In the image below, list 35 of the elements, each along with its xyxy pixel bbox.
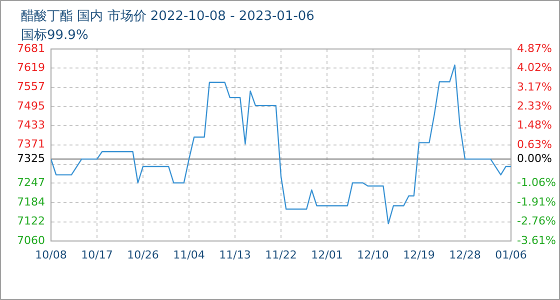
chart-title: 醋酸丁酯 国内 市场价 2022-10-08 - 2023-01-06 (21, 8, 314, 25)
y-tick-label: 7619 (17, 61, 45, 74)
x-tick-label: 10/08 (35, 248, 67, 262)
y-tick-label: 7433 (17, 118, 45, 132)
y-tick-label: 7122 (17, 214, 45, 228)
y2-tick-label: 3.17% (517, 80, 552, 94)
y-tick-label: 7495 (17, 99, 45, 112)
y2-tick-label: -1.91% (517, 195, 556, 208)
y2-tick-label: 4.87% (517, 42, 552, 55)
x-tick-label: 11/13 (219, 248, 251, 262)
x-tick-label: 12/10 (357, 248, 389, 262)
y-tick-label: 7184 (17, 196, 45, 209)
x-tick-label: 11/22 (265, 248, 297, 262)
y2-tick-label: -2.76% (517, 214, 556, 228)
y2-tick-label: 0.00% (517, 152, 552, 166)
y2-tick-label: 4.02% (517, 61, 552, 74)
y2-tick-label: -1.06% (517, 176, 556, 190)
y2-tick-label: -3.61% (517, 234, 556, 247)
y-tick-label: 7325 (17, 152, 45, 165)
x-tick-label: 10/26 (127, 248, 159, 262)
x-tick-label: 12/28 (449, 248, 481, 262)
y2-tick-label: 2.33% (517, 99, 552, 112)
x-tick-label: 11/04 (173, 248, 205, 262)
y2-tick-label: 1.48% (517, 118, 552, 132)
y-tick-label: 7247 (17, 176, 45, 190)
chart-subtitle: 国标99.9% (21, 27, 88, 44)
y-tick-label: 7557 (17, 80, 45, 94)
y-tick-label: 7060 (17, 234, 45, 247)
x-tick-label: 01/06 (495, 248, 527, 262)
x-tick-label: 10/17 (81, 248, 113, 262)
y-tick-label: 7371 (17, 138, 45, 151)
x-tick-label: 12/01 (311, 248, 343, 262)
y2-tick-label: 0.63% (517, 138, 552, 151)
x-tick-label: 12/19 (403, 248, 435, 262)
y-tick-label: 7681 (17, 42, 45, 55)
